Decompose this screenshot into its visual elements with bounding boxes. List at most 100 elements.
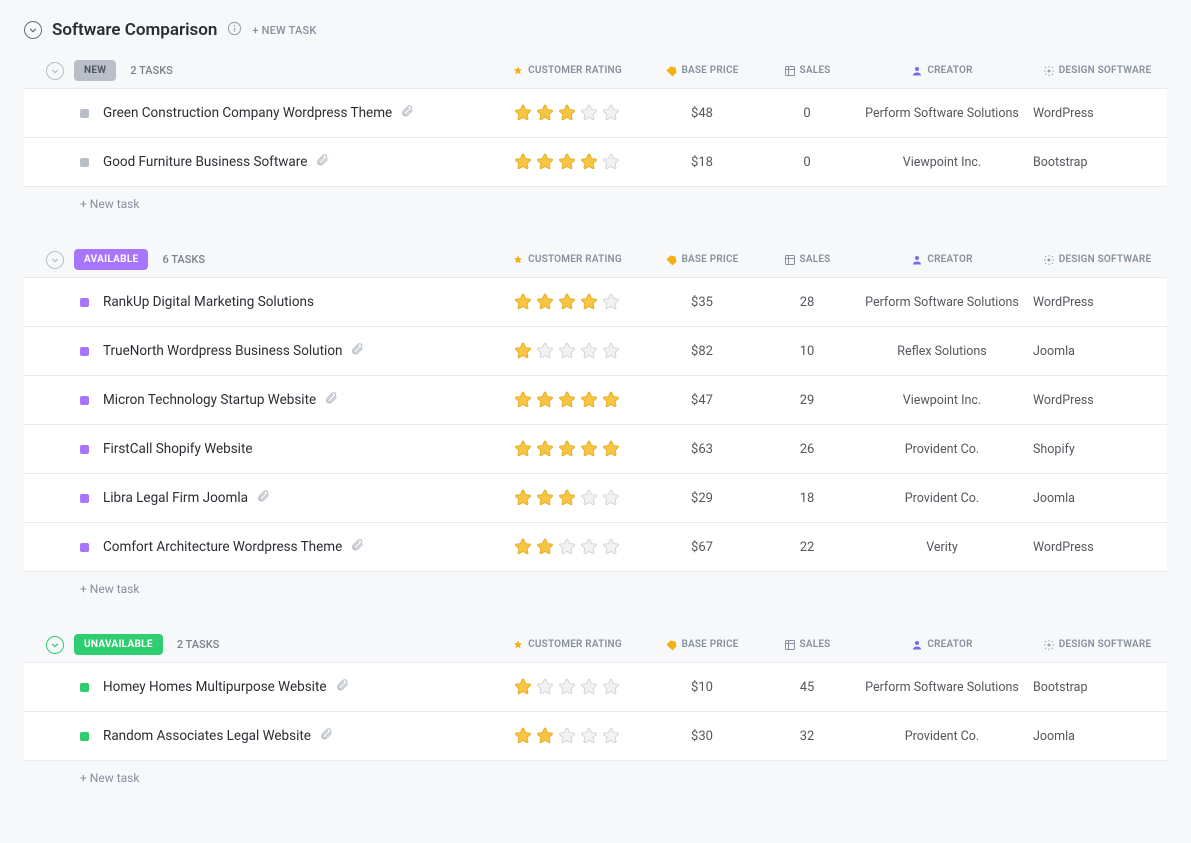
cell-sales[interactable]: 32: [757, 729, 857, 744]
task-row[interactable]: FirstCall Shopify Website $63 26 Provide…: [24, 424, 1167, 474]
col-head-creator[interactable]: CREATOR: [857, 254, 1027, 266]
cell-rating[interactable]: [487, 726, 647, 746]
task-status-square-icon[interactable]: [80, 683, 89, 692]
attachment-icon[interactable]: [400, 104, 414, 122]
col-head-design[interactable]: DESIGN SOFTWARE: [1027, 639, 1167, 651]
task-row[interactable]: Good Furniture Business Software $18 0 V…: [24, 137, 1167, 187]
task-row[interactable]: Random Associates Legal Website $30 32 P…: [24, 711, 1167, 761]
attachment-icon[interactable]: [335, 678, 349, 696]
cell-price[interactable]: $10: [647, 680, 757, 695]
attachment-icon[interactable]: [315, 153, 329, 171]
cell-rating[interactable]: [487, 439, 647, 459]
cell-design[interactable]: Bootstrap: [1027, 155, 1167, 170]
cell-creator[interactable]: Viewpoint Inc.: [857, 393, 1027, 408]
task-status-square-icon[interactable]: [80, 543, 89, 552]
cell-design[interactable]: Joomla: [1027, 729, 1167, 744]
cell-creator[interactable]: Perform Software Solutions: [857, 680, 1027, 695]
task-row[interactable]: Homey Homes Multipurpose Website $10 45 …: [24, 662, 1167, 712]
cell-sales[interactable]: 22: [757, 540, 857, 555]
col-head-rating[interactable]: CUSTOMER RATING: [487, 65, 647, 77]
task-name[interactable]: Homey Homes Multipurpose Website: [103, 678, 487, 696]
status-pill[interactable]: NEW: [74, 60, 116, 81]
cell-creator[interactable]: Viewpoint Inc.: [857, 155, 1027, 170]
task-row[interactable]: Green Construction Company Wordpress The…: [24, 88, 1167, 138]
cell-design[interactable]: Joomla: [1027, 344, 1167, 359]
task-status-square-icon[interactable]: [80, 494, 89, 503]
cell-creator[interactable]: Perform Software Solutions: [857, 295, 1027, 310]
task-row[interactable]: Micron Technology Startup Website $47 29…: [24, 375, 1167, 425]
cell-price[interactable]: $82: [647, 344, 757, 359]
cell-sales[interactable]: 29: [757, 393, 857, 408]
cell-design[interactable]: WordPress: [1027, 540, 1167, 555]
cell-price[interactable]: $35: [647, 295, 757, 310]
new-task-button[interactable]: + New task: [24, 761, 1167, 795]
task-row[interactable]: RankUp Digital Marketing Solutions $35 2…: [24, 277, 1167, 327]
cell-creator[interactable]: Reflex Solutions: [857, 344, 1027, 359]
col-head-design[interactable]: DESIGN SOFTWARE: [1027, 254, 1167, 266]
cell-design[interactable]: WordPress: [1027, 295, 1167, 310]
task-status-square-icon[interactable]: [80, 732, 89, 741]
task-row[interactable]: Libra Legal Firm Joomla $29 18 Provident…: [24, 473, 1167, 523]
col-head-design[interactable]: DESIGN SOFTWARE: [1027, 65, 1167, 77]
task-row[interactable]: TrueNorth Wordpress Business Solution $8…: [24, 326, 1167, 376]
new-task-button[interactable]: + New task: [24, 187, 1167, 221]
col-head-sales[interactable]: SALES: [757, 254, 857, 266]
attachment-icon[interactable]: [256, 489, 270, 507]
cell-price[interactable]: $63: [647, 442, 757, 457]
task-name[interactable]: TrueNorth Wordpress Business Solution: [103, 342, 487, 360]
task-row[interactable]: Comfort Architecture Wordpress Theme $67…: [24, 522, 1167, 572]
attachment-icon[interactable]: [319, 727, 333, 745]
task-name[interactable]: Green Construction Company Wordpress The…: [103, 104, 487, 122]
cell-design[interactable]: WordPress: [1027, 106, 1167, 121]
task-name[interactable]: RankUp Digital Marketing Solutions: [103, 294, 487, 310]
cell-price[interactable]: $48: [647, 106, 757, 121]
col-head-sales[interactable]: SALES: [757, 65, 857, 77]
group-collapse-icon[interactable]: [46, 636, 64, 654]
task-name[interactable]: Libra Legal Firm Joomla: [103, 489, 487, 507]
cell-creator[interactable]: Provident Co.: [857, 491, 1027, 506]
group-collapse-icon[interactable]: [46, 251, 64, 269]
task-name[interactable]: FirstCall Shopify Website: [103, 441, 487, 457]
cell-rating[interactable]: [487, 488, 647, 508]
task-status-square-icon[interactable]: [80, 445, 89, 454]
cell-rating[interactable]: [487, 537, 647, 557]
new-task-button[interactable]: + New task: [24, 572, 1167, 606]
task-status-square-icon[interactable]: [80, 396, 89, 405]
task-status-square-icon[interactable]: [80, 109, 89, 118]
task-status-square-icon[interactable]: [80, 158, 89, 167]
col-head-rating[interactable]: CUSTOMER RATING: [487, 254, 647, 266]
cell-price[interactable]: $30: [647, 729, 757, 744]
group-collapse-icon[interactable]: [46, 62, 64, 80]
task-name[interactable]: Random Associates Legal Website: [103, 727, 487, 745]
cell-rating[interactable]: [487, 103, 647, 123]
cell-price[interactable]: $29: [647, 491, 757, 506]
cell-sales[interactable]: 18: [757, 491, 857, 506]
cell-design[interactable]: Shopify: [1027, 442, 1167, 457]
col-head-price[interactable]: BASE PRICE: [647, 254, 757, 266]
cell-creator[interactable]: Verity: [857, 540, 1027, 555]
cell-rating[interactable]: [487, 292, 647, 312]
task-status-square-icon[interactable]: [80, 298, 89, 307]
cell-creator[interactable]: Provident Co.: [857, 729, 1027, 744]
cell-sales[interactable]: 10: [757, 344, 857, 359]
cell-creator[interactable]: Provident Co.: [857, 442, 1027, 457]
cell-price[interactable]: $18: [647, 155, 757, 170]
cell-creator[interactable]: Perform Software Solutions: [857, 106, 1027, 121]
cell-sales[interactable]: 0: [757, 155, 857, 170]
col-head-price[interactable]: BASE PRICE: [647, 65, 757, 77]
cell-design[interactable]: Bootstrap: [1027, 680, 1167, 695]
status-pill[interactable]: UNAVAILABLE: [74, 634, 163, 655]
cell-sales[interactable]: 0: [757, 106, 857, 121]
cell-rating[interactable]: [487, 152, 647, 172]
task-status-square-icon[interactable]: [80, 347, 89, 356]
attachment-icon[interactable]: [350, 538, 364, 556]
col-head-rating[interactable]: CUSTOMER RATING: [487, 639, 647, 651]
col-head-price[interactable]: BASE PRICE: [647, 639, 757, 651]
status-pill[interactable]: AVAILABLE: [74, 249, 148, 270]
new-task-header-button[interactable]: + NEW TASK: [252, 24, 316, 37]
attachment-icon[interactable]: [324, 391, 338, 409]
cell-sales[interactable]: 45: [757, 680, 857, 695]
cell-design[interactable]: Joomla: [1027, 491, 1167, 506]
cell-rating[interactable]: [487, 677, 647, 697]
info-icon[interactable]: [227, 21, 242, 40]
